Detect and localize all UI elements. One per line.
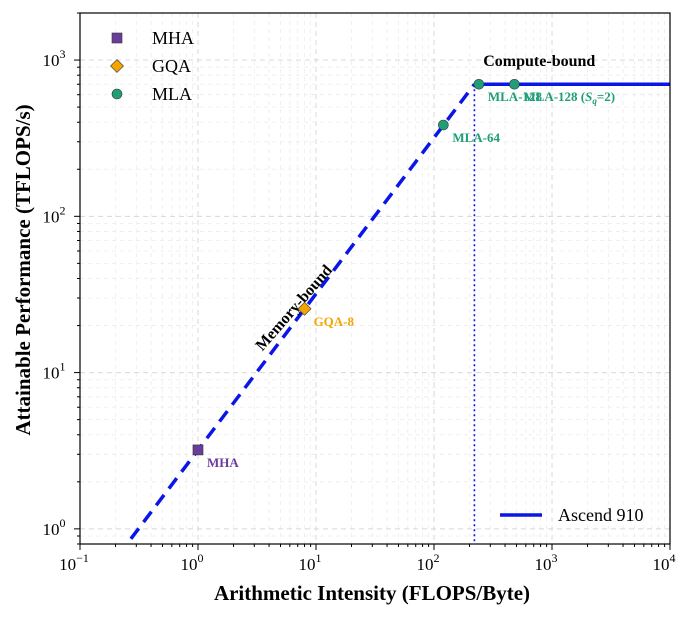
x-axis-title: Arithmetic Intensity (FLOPS/Byte): [214, 581, 530, 605]
data-point-mla: [438, 119, 449, 131]
legend-marker-mla: [111, 88, 123, 100]
legend-roofline: Ascend 910: [500, 505, 643, 525]
legend-ascend-910: Ascend 910: [558, 505, 643, 525]
data-point-mla: [473, 78, 485, 90]
grid: [79, 12, 671, 545]
point-label: GQA-8: [314, 314, 355, 329]
data-points: [192, 78, 520, 456]
legend-label-mha: MHA: [152, 28, 194, 48]
point-label: MLA-128 (Sq=2): [523, 89, 615, 106]
compute-bound-label: Compute-bound: [483, 53, 595, 70]
y-axis-title: Attainable Performance (TFLOPS/s): [11, 104, 35, 435]
point-label: MHA: [207, 455, 239, 470]
y-tick-label: 103: [43, 47, 66, 70]
memory-bound-label: Memory-bound: [253, 262, 336, 354]
data-point-mha: [192, 444, 204, 456]
x-tick-label: 101: [299, 551, 322, 574]
point-label: MLA-128: [488, 89, 543, 104]
x-tick-label: 104: [653, 551, 676, 574]
x-tick-label: 103: [535, 551, 558, 574]
x-tick-label: 10−1: [59, 551, 89, 574]
legend-marker-mha: [111, 32, 123, 44]
y-tick-label: 102: [43, 203, 66, 226]
legend-label-gqa: GQA: [152, 56, 191, 76]
data-point-mla: [509, 78, 520, 90]
y-tick-label: 101: [43, 360, 66, 383]
legend-marker-gqa: [110, 59, 124, 73]
roofline: [129, 82, 670, 544]
point-label: MLA-64: [452, 130, 500, 145]
legend-series: MHA GQA MLA: [110, 28, 194, 104]
x-tick-label: 100: [181, 551, 204, 574]
y-tick-label: 100: [43, 516, 66, 539]
ticks: 10−1 100 101 102 103 104 100 101 102 103: [43, 12, 676, 574]
x-tick-label: 102: [417, 551, 440, 574]
data-point-gqa: [297, 301, 312, 316]
legend-label-mla: MLA: [152, 84, 192, 104]
